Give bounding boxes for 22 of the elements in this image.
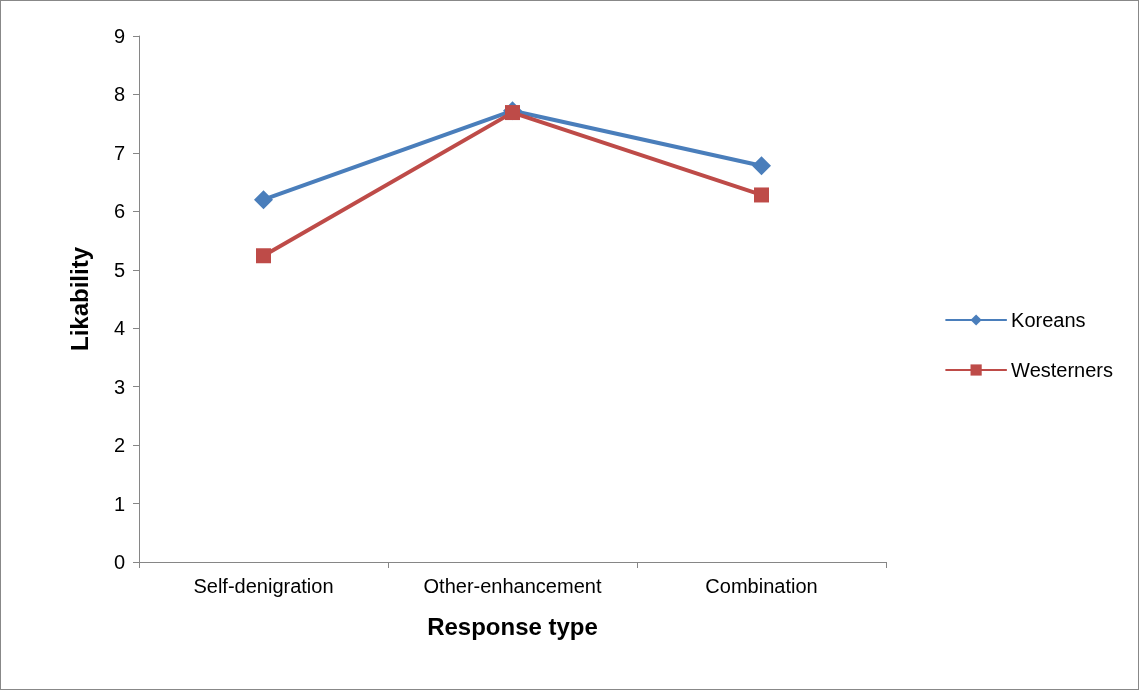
y-tick-label: 8 (113, 83, 125, 106)
point (505, 105, 520, 121)
y-tick-label: 6 (113, 200, 125, 223)
y-tick-label: 7 (113, 141, 125, 164)
y-tick-label: 5 (113, 258, 125, 281)
y-axis-title: Likability (65, 246, 93, 352)
x-tick-label: Combination (705, 575, 818, 597)
legend-label: Westerners (1011, 359, 1114, 381)
point (754, 187, 769, 203)
legend-label: Koreans (1011, 309, 1086, 331)
y-tick-label: 2 (113, 434, 125, 457)
y-tick-label: 0 (113, 551, 125, 573)
x-axis-title: Response type (427, 612, 598, 640)
x-tick-label: Other-enhancement (423, 575, 602, 597)
y-tick-label: 1 (113, 492, 125, 515)
point (752, 156, 771, 176)
point (254, 190, 273, 210)
y-tick-label: 9 (113, 25, 125, 47)
y-tick-label: 3 (113, 375, 125, 398)
point (256, 248, 271, 264)
y-tick-label: 4 (113, 317, 125, 340)
x-tick-label: Self-denigration (193, 575, 334, 597)
